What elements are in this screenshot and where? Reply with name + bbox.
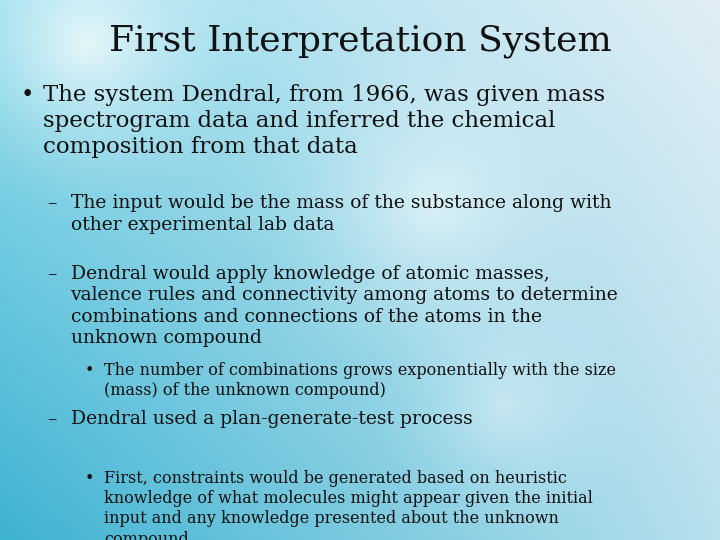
Text: Dendral used a plan-generate-test process: Dendral used a plan-generate-test proces… [71, 410, 472, 428]
Text: The system Dendral, from 1966, was given mass
spectrogram data and inferred the : The system Dendral, from 1966, was given… [43, 84, 606, 158]
Text: The input would be the mass of the substance along with
other experimental lab d: The input would be the mass of the subst… [71, 194, 611, 234]
Text: Dendral would apply knowledge of atomic masses,
valence rules and connectivity a: Dendral would apply knowledge of atomic … [71, 265, 618, 347]
Text: –: – [47, 265, 56, 282]
Text: •: • [20, 84, 34, 106]
Text: –: – [47, 194, 56, 212]
Text: •: • [85, 470, 94, 487]
Text: –: – [47, 410, 56, 428]
Text: First, constraints would be generated based on heuristic
knowledge of what molec: First, constraints would be generated ba… [104, 470, 593, 540]
Text: The number of combinations grows exponentially with the size
(mass) of the unkno: The number of combinations grows exponen… [104, 362, 616, 399]
Text: •: • [85, 362, 94, 379]
Text: First Interpretation System: First Interpretation System [109, 24, 611, 58]
